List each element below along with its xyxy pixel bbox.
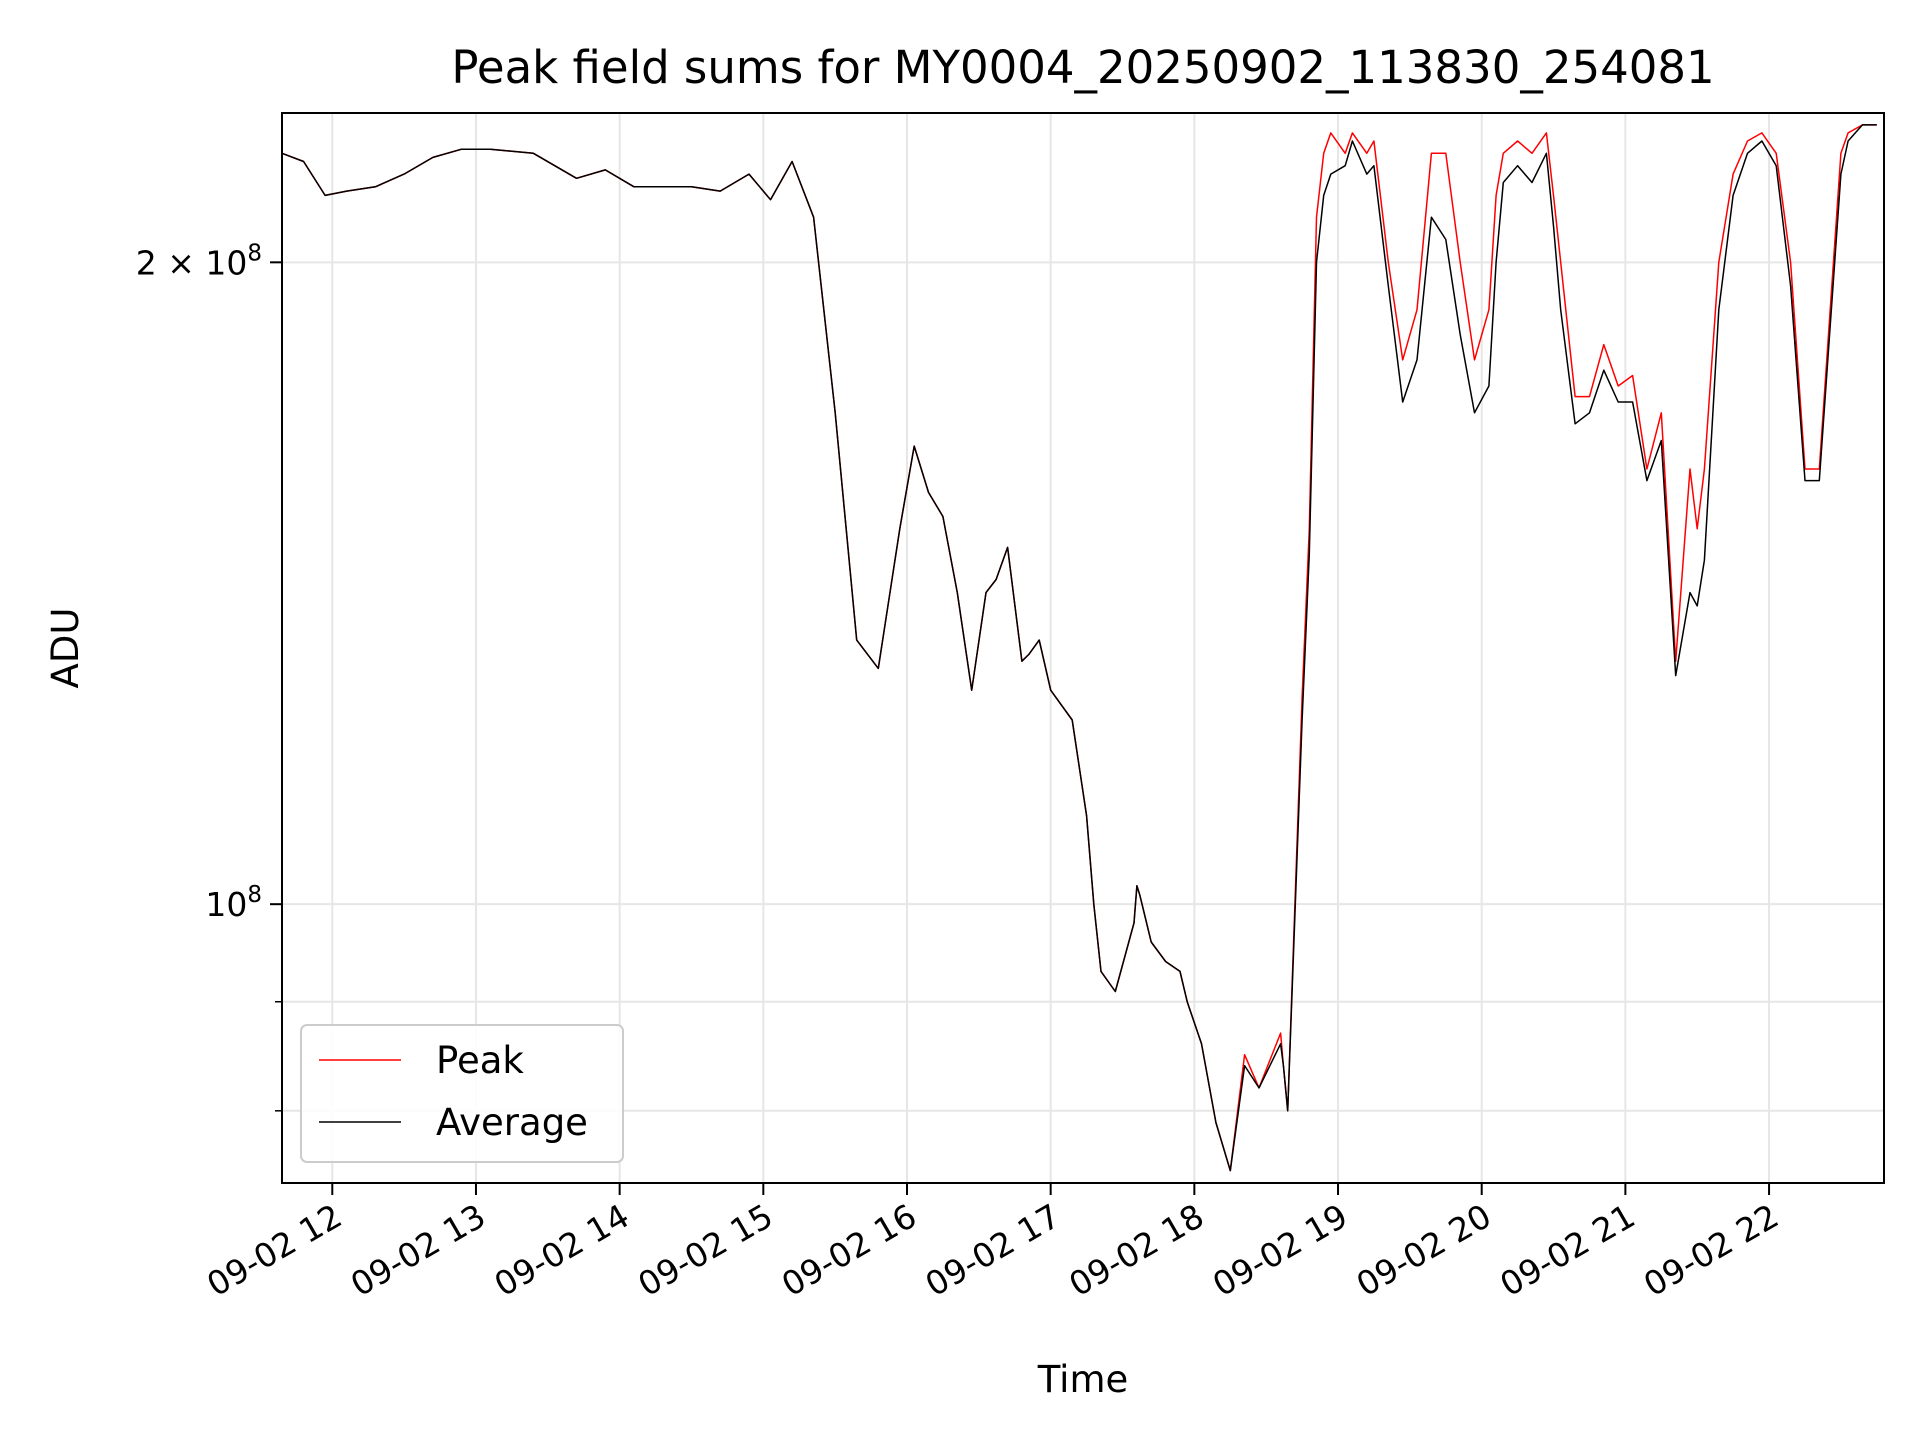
grid (282, 113, 1884, 1183)
x-axis-label: Time (1037, 1358, 1129, 1401)
plot-series-group (281, 124, 1877, 1172)
plot-frame (281, 112, 1885, 1184)
series-line-average (281, 124, 1877, 1172)
y-tick-label: 108 (205, 882, 262, 924)
legend-label-average: Average (436, 1101, 588, 1144)
legend-label-peak: Peak (436, 1039, 524, 1082)
y-tick-label: 2 × 108 (136, 240, 262, 282)
y-axis-label: ADU (44, 608, 87, 689)
y-axis: 108 2 × 108 (136, 240, 282, 1112)
legend: Peak Average (300, 1024, 624, 1163)
chart-title: Peak field sums for MY0004_20250902_1138… (451, 41, 1714, 94)
